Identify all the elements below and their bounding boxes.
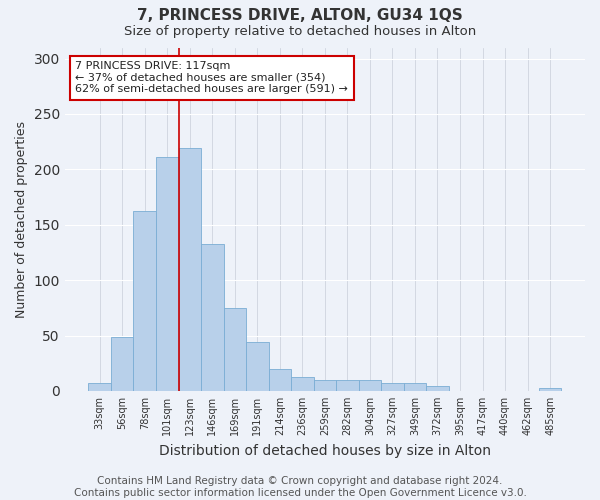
Bar (359, 380, 381, 391)
Bar (381, 383, 404, 391)
Bar (133, 212, 156, 391)
Bar (246, 342, 269, 391)
Bar (291, 376, 314, 391)
Bar (269, 369, 291, 391)
Bar (336, 380, 359, 391)
Bar (314, 380, 336, 391)
Bar (201, 244, 224, 391)
Bar (224, 308, 246, 391)
X-axis label: Distribution of detached houses by size in Alton: Distribution of detached houses by size … (159, 444, 491, 458)
Bar (426, 386, 449, 391)
Bar (179, 148, 201, 391)
Bar (404, 383, 426, 391)
Bar (88, 383, 111, 391)
Text: Contains HM Land Registry data © Crown copyright and database right 2024.
Contai: Contains HM Land Registry data © Crown c… (74, 476, 526, 498)
Bar (111, 336, 133, 391)
Text: 7, PRINCESS DRIVE, ALTON, GU34 1QS: 7, PRINCESS DRIVE, ALTON, GU34 1QS (137, 8, 463, 22)
Text: Size of property relative to detached houses in Alton: Size of property relative to detached ho… (124, 25, 476, 38)
Bar (539, 388, 562, 391)
Bar (156, 157, 179, 391)
Text: 7 PRINCESS DRIVE: 117sqm
← 37% of detached houses are smaller (354)
62% of semi-: 7 PRINCESS DRIVE: 117sqm ← 37% of detach… (75, 61, 348, 94)
Y-axis label: Number of detached properties: Number of detached properties (15, 120, 28, 318)
